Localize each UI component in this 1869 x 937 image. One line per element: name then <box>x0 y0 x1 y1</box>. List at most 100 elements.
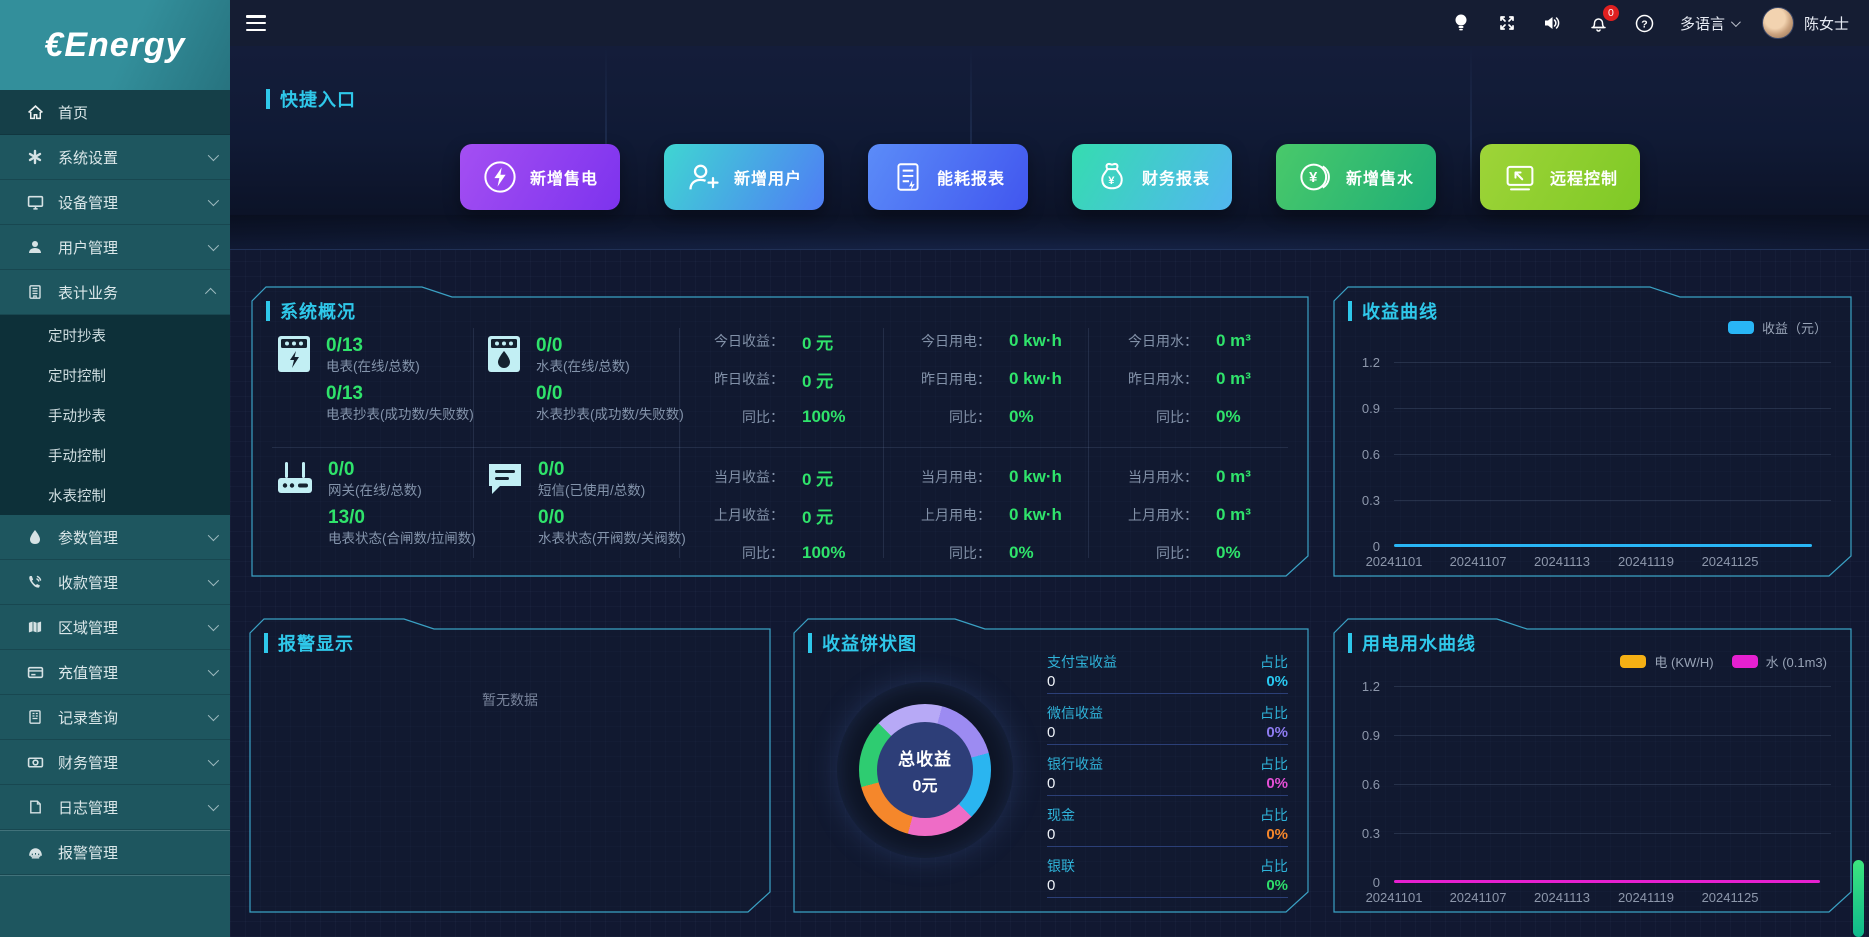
stat-value: 0 kw·h <box>1009 505 1062 524</box>
svg-text:?: ? <box>1642 18 1648 30</box>
pie-row-percent: 0% <box>1266 673 1288 690</box>
pie-row-label: 微信收益 <box>1047 705 1103 721</box>
pie-legend-list: 支付宝收益 占比 0 0% 微信收益 占比 0 0% 银行收益 占比 0 0% 现金 占比 0… <box>1047 652 1288 907</box>
stat-value: 0 m³ <box>1216 505 1251 524</box>
language-selector[interactable]: 多语言 <box>1680 13 1741 34</box>
sidebar-item-alarm-mgmt[interactable]: 报警管理 <box>0 830 230 875</box>
records-building-icon <box>26 708 44 726</box>
stat-value: 0% <box>1216 407 1241 426</box>
stat-value: 0 元 <box>802 333 834 353</box>
stat-label: 昨日用电： <box>921 371 991 387</box>
stat-value: 0 m³ <box>1216 467 1251 486</box>
title-accent-bar <box>266 89 270 109</box>
remote-screen-icon <box>1506 165 1534 191</box>
chevron-down-icon <box>1730 16 1741 27</box>
notifications-bell-icon[interactable]: 0 <box>1588 5 1619 34</box>
pie-row-value: 0 <box>1047 826 1056 843</box>
sidebar-item-record-query[interactable]: 记录查询 <box>0 695 230 740</box>
quick-button-label: 新增售水 <box>1345 171 1414 188</box>
sidebar-item-home[interactable]: 首页 <box>0 90 230 135</box>
x-axis-tick: 20241119 <box>1618 890 1674 905</box>
gridline <box>1394 362 1831 363</box>
new-electricity-sale-button[interactable]: 新增售电 <box>460 144 620 210</box>
new-user-button[interactable]: 新增用户 <box>664 144 824 210</box>
stat-label: 同比： <box>1156 409 1198 425</box>
section-title-text: 收益曲线 <box>1362 302 1438 322</box>
sidebar-item-timed-control[interactable]: 定时控制 <box>0 355 230 395</box>
water-meter-stat: 0/0 水表(在线/总数) 0/0 水表抄表(成功数/失败数) <box>486 334 684 430</box>
meter-building-icon <box>26 283 44 301</box>
title-accent-bar <box>266 301 270 321</box>
username: 陈女士 <box>1803 15 1849 33</box>
new-water-sale-button[interactable]: ¥ 新增售水 <box>1276 144 1436 210</box>
sidebar-item-manual-control[interactable]: 手动控制 <box>0 435 230 475</box>
x-axis-tick: 20241125 <box>1701 890 1759 905</box>
donut-center-value: 0元 <box>912 777 938 795</box>
usage-legend-item-electricity[interactable]: 电 (KW/H) <box>1620 652 1714 671</box>
revenue-series-line <box>1394 544 1812 547</box>
sidebar-item-manual-reading[interactable]: 手动抄表 <box>0 395 230 435</box>
divider <box>679 328 680 558</box>
monitor-icon <box>26 193 44 211</box>
stat-label: 短信(已使用/总数) <box>538 483 646 498</box>
electric-meter-stat: 0/13 电表(在线/总数) 0/13 电表抄表(成功数/失败数) <box>276 334 474 430</box>
sidebar-item-recharge-mgmt[interactable]: 充值管理 <box>0 650 230 695</box>
sidebar-item-timed-reading[interactable]: 定时抄表 <box>0 315 230 355</box>
pie-legend-row-cash: 现金 占比 0 0% <box>1047 805 1288 856</box>
sidebar-item-label: 财务管理 <box>58 754 119 772</box>
pie-row-label: 银行收益 <box>1047 756 1103 772</box>
speaker-icon[interactable] <box>1542 12 1564 34</box>
sidebar-item-log-mgmt[interactable]: 日志管理 <box>0 785 230 830</box>
help-icon[interactable]: ? <box>1634 12 1656 34</box>
sidebar-item-label: 设备管理 <box>58 194 119 212</box>
map-icon <box>26 618 44 636</box>
chevron-down-icon <box>207 194 220 207</box>
scrollbar-thumb[interactable] <box>1853 860 1864 937</box>
sidebar-item-collection-mgmt[interactable]: 收款管理 <box>0 560 230 605</box>
gridline <box>1394 500 1831 501</box>
sidebar-submenu-meter-business: 定时抄表 定时控制 手动抄表 手动控制 水表控制 <box>0 315 230 515</box>
sidebar-item-system-settings[interactable]: 系统设置 <box>0 135 230 180</box>
stat-label: 水表抄表(成功数/失败数) <box>536 407 684 422</box>
sidebar-item-water-control[interactable]: 水表控制 <box>0 475 230 515</box>
user-menu[interactable]: 陈女士 <box>1761 7 1849 39</box>
user-plus-icon <box>689 164 719 190</box>
gridline <box>1394 454 1831 455</box>
legend-label: 水 (0.1m3) <box>1765 655 1827 670</box>
sidebar-item-area-mgmt[interactable]: 区域管理 <box>0 605 230 650</box>
sidebar-item-label: 用户管理 <box>58 239 119 257</box>
usage-curve-panel: 用电用水曲线 电 (KW/H) 水 (0.1m3) 1.2 0.9 0.6 0.… <box>1332 618 1853 914</box>
remote-control-button[interactable]: 远程控制 <box>1480 144 1640 210</box>
energy-report-button[interactable]: 能耗报表 <box>868 144 1028 210</box>
sidebar-item-meter-business[interactable]: 表计业务 <box>0 270 230 315</box>
chevron-down-icon <box>207 529 220 542</box>
pie-row-label: 现金 <box>1047 807 1075 823</box>
theme-lightbulb-icon[interactable] <box>1450 12 1472 34</box>
finance-report-button[interactable]: ¥ 财务报表 <box>1072 144 1232 210</box>
revenue-curve-title: 收益曲线 <box>1348 298 1438 324</box>
revenue-stats-column: 今日收益： 0 元 昨日收益： 0 元 同比： 100% 当月收益： 0 元 上月收益：… <box>698 322 878 562</box>
stat-label: 今日用水： <box>1128 333 1198 349</box>
chevron-down-icon <box>207 149 220 162</box>
x-axis-tick: 20241113 <box>1534 554 1590 569</box>
bolt-circle-icon <box>484 161 516 193</box>
sidebar-item-user-mgmt[interactable]: 用户管理 <box>0 225 230 270</box>
chevron-down-icon <box>207 574 220 587</box>
sidebar-item-finance-mgmt[interactable]: 财务管理 <box>0 740 230 785</box>
usage-legend-item-water[interactable]: 水 (0.1m3) <box>1731 652 1827 671</box>
sidebar-item-parameter-mgmt[interactable]: 参数管理 <box>0 515 230 560</box>
menu-toggle-icon[interactable] <box>246 15 266 31</box>
home-icon <box>26 103 44 121</box>
alarm-display-panel: 报警显示 暂无数据 <box>248 618 772 914</box>
legend-swatch <box>1727 321 1754 334</box>
sidebar-item-device-mgmt[interactable]: 设备管理 <box>0 180 230 225</box>
donut-center: 总收益 0元 <box>877 722 973 818</box>
revenue-donut-chart: 总收益 0元 <box>837 682 1013 858</box>
y-axis-tick: 1.2 <box>1361 355 1380 370</box>
x-axis-tick: 20241101 <box>1365 890 1423 905</box>
revenue-legend-item[interactable]: 收益（元） <box>1727 318 1827 337</box>
banner-light-streak <box>605 46 607 209</box>
stat-value: 0/0 <box>536 335 563 356</box>
fullscreen-icon[interactable] <box>1496 12 1518 34</box>
